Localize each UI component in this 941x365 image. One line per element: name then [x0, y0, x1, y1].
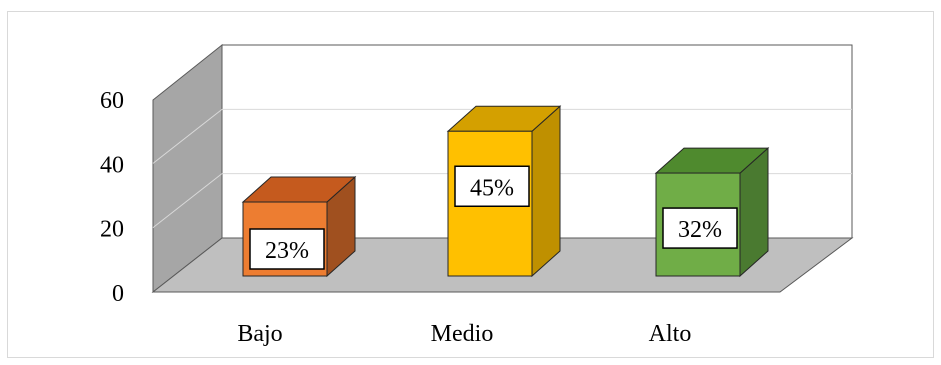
y-axis-tick-labels: 0 20 40 60 — [100, 88, 124, 307]
data-label-text: 23% — [265, 238, 309, 264]
data-label: 32% — [662, 207, 738, 249]
gridline-side — [152, 108, 223, 164]
bar — [654, 146, 770, 278]
x-axis-category-labels: Bajo Medio Alto — [237, 321, 691, 347]
y-tick-label: 20 — [100, 217, 124, 243]
data-label: 23% — [249, 228, 325, 270]
bar-side — [531, 105, 561, 278]
data-label-box — [454, 165, 530, 207]
x-category-label: Medio — [431, 321, 494, 347]
x-category-label: Bajo — [237, 321, 282, 347]
gridline-side — [152, 173, 223, 229]
y-tick-label: 60 — [100, 88, 124, 114]
data-label-box — [662, 207, 738, 249]
data-label-text: 32% — [678, 217, 722, 243]
data-label-text: 45% — [470, 175, 514, 201]
data-label-box — [249, 228, 325, 270]
bar — [446, 105, 562, 278]
y-tick-label: 40 — [100, 152, 124, 178]
data-label: 45% — [454, 165, 530, 207]
data-labels: 23% 45% 32% — [249, 165, 738, 270]
y-tick-label: 0 — [112, 281, 124, 307]
x-category-label: Alto — [649, 321, 692, 347]
